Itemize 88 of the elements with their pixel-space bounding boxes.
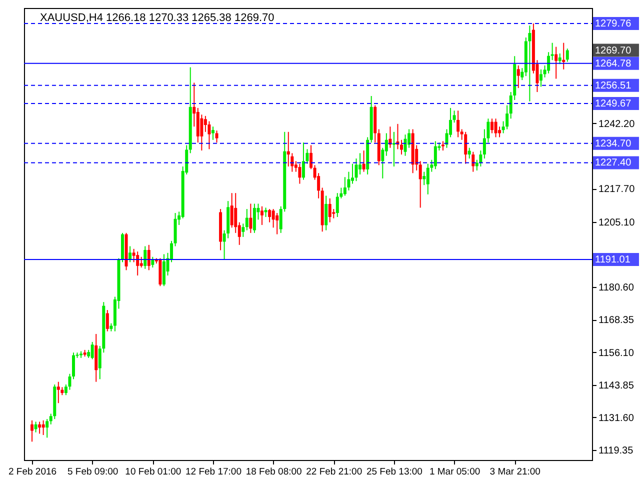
x-tick-label: 18 Feb 08:00 [246, 466, 302, 478]
y-tick-label: 1217.70 [598, 184, 636, 196]
text: 1269.70 [595, 45, 632, 56]
candlestick [106, 310, 109, 332]
y-tick-label: 1205.10 [598, 218, 636, 229]
candlestick [498, 126, 502, 138]
candlestick [144, 246, 147, 270]
candlestick [547, 52, 550, 74]
y-tick-label: 1119.35 [598, 446, 634, 457]
candlestick [242, 223, 245, 238]
candlestick [540, 68, 543, 88]
y-tick-label: 1156.10 [598, 348, 634, 359]
candlestick [215, 130, 218, 144]
candlestick [30, 420, 34, 442]
candlestick [200, 114, 204, 152]
candlestick [128, 246, 132, 263]
candlestick [268, 208, 272, 223]
candlestick [298, 163, 302, 184]
x-tick-label: 1 Mar 05:00 [429, 466, 480, 478]
x-tick-label: 2 Feb 2016 [8, 466, 57, 478]
x-tick-label: 3 Mar 21:00 [490, 466, 540, 478]
y-tick-label: 1168.35 [598, 315, 634, 326]
candlestick [554, 46, 558, 80]
candlestick [34, 421, 38, 433]
candlestick [140, 256, 143, 268]
candlestick [56, 381, 60, 404]
candlestick [234, 192, 238, 234]
candlestick [252, 203, 256, 234]
x-tick-label: 5 Feb 09:00 [67, 466, 118, 478]
candlestick [494, 118, 498, 138]
candlestick [328, 198, 332, 223]
candlestick [249, 203, 252, 234]
x-tick-label: 25 Feb 13:00 [366, 466, 422, 478]
candlestick [350, 163, 354, 184]
candlestick [528, 25, 532, 102]
candlestick [136, 251, 140, 276]
x-tick-label: 10 Feb 01:00 [125, 466, 182, 478]
candlestick [558, 52, 562, 65]
candlestick [324, 195, 328, 231]
candlestick [310, 144, 313, 170]
candlestick [90, 341, 94, 360]
candlestick [260, 206, 264, 226]
candlestick [147, 244, 150, 271]
y-tick-label: 1180.60 [598, 282, 634, 294]
candlestick [358, 152, 362, 175]
candlestick [472, 151, 475, 172]
candlestick [566, 48, 569, 62]
x-tick-label: 12 Feb 17:00 [185, 466, 242, 478]
candlestick [72, 352, 75, 380]
candlestick [506, 104, 509, 130]
candlestick [562, 42, 566, 70]
ref-line-label: 1234.70 [595, 138, 632, 150]
candlestick [426, 163, 430, 195]
ref-line-label: 1227.40 [595, 158, 632, 169]
x-tick-label: 22 Feb 21:00 [306, 466, 362, 478]
candlestick [490, 118, 494, 134]
candlestick [418, 160, 422, 208]
candlestick [151, 256, 154, 268]
candlestick [264, 207, 268, 218]
candlestick [362, 150, 366, 172]
candlestick [245, 208, 248, 231]
candlestick [550, 42, 554, 61]
ref-line-label: 1249.67 [595, 98, 632, 110]
candlestick [400, 139, 404, 155]
candlestick [468, 147, 471, 159]
candlestick [434, 140, 437, 170]
candlestick [516, 64, 520, 89]
candlestick [302, 142, 305, 180]
candlestick [479, 150, 482, 167]
ref-line-label: 1279.76 [595, 18, 632, 30]
candlestick [456, 110, 460, 138]
y-tick-label: 1131.60 [598, 412, 634, 424]
candlestick [42, 420, 45, 436]
candlestick [276, 212, 279, 235]
chart-title: XAUUSD,H4 1266.18 1270.33 1265.38 1269.70 [40, 12, 274, 24]
y-tick-label: 1143.85 [598, 380, 634, 392]
ref-line-label: 1191.01 [595, 254, 631, 266]
candlestick [422, 171, 426, 186]
candlestick [452, 110, 456, 124]
y-tick-label: 1242.20 [598, 118, 636, 130]
candlestick [211, 126, 214, 140]
candlestick [162, 254, 166, 287]
candlestick [38, 421, 42, 434]
candlestick [441, 140, 444, 152]
ref-line-label: 1256.51 [595, 80, 632, 92]
ref-line-label: 1264.78 [595, 58, 632, 70]
candlestick [46, 418, 49, 438]
candlestick [464, 131, 468, 164]
